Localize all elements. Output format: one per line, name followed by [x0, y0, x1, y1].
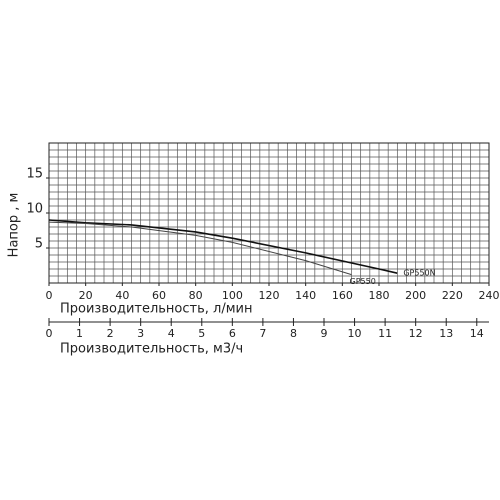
y-axis-label: Напор , м	[7, 193, 22, 258]
x-tick-label: 20	[79, 289, 93, 302]
x2-tick-label: 13	[439, 327, 453, 340]
x2-tick-label: 6	[229, 327, 236, 340]
x2-tick-label: 14	[470, 327, 484, 340]
x2-tick-label: 5	[198, 327, 205, 340]
curve-label: GP550	[350, 277, 376, 286]
x-tick-label: 200	[405, 289, 426, 302]
x-tick-label: 240	[479, 289, 500, 302]
x2-tick-label: 3	[137, 327, 144, 340]
x2-tick-label: 7	[259, 327, 266, 340]
curve	[48, 221, 352, 276]
y-tick-label: 5	[35, 237, 43, 252]
x2-tick-label: 8	[290, 327, 297, 340]
x2-axis-label: Производительность, м3/ч	[60, 342, 243, 357]
x2-tick-label: 12	[409, 327, 423, 340]
y-tick-label: 10	[26, 202, 43, 217]
x-tick-label: 0	[46, 289, 53, 302]
x2-tick-label: 2	[107, 327, 114, 340]
x2-tick-label: 9	[321, 327, 328, 340]
y-tick-label: 15	[26, 167, 43, 182]
x-tick-label: 40	[115, 289, 129, 302]
curve-label: GP550N	[403, 269, 435, 278]
x-tick-label: 60	[152, 289, 166, 302]
x-axis-label: Производительность, л/мин	[60, 302, 252, 317]
x2-tick-label: 1	[76, 327, 83, 340]
x-tick-label: 220	[442, 289, 463, 302]
x-tick-label: 120	[259, 289, 280, 302]
x-tick-label: 180	[369, 289, 390, 302]
x-tick-label: 160	[332, 289, 353, 302]
curve	[48, 219, 398, 274]
x2-tick-label: 4	[168, 327, 175, 340]
x-tick-label: 100	[222, 289, 243, 302]
x2-tick-label: 0	[46, 327, 53, 340]
x2-tick-label: 11	[378, 327, 392, 340]
x-tick-label: 140	[295, 289, 316, 302]
x2-tick-label: 10	[348, 327, 362, 340]
x-tick-label: 80	[189, 289, 203, 302]
